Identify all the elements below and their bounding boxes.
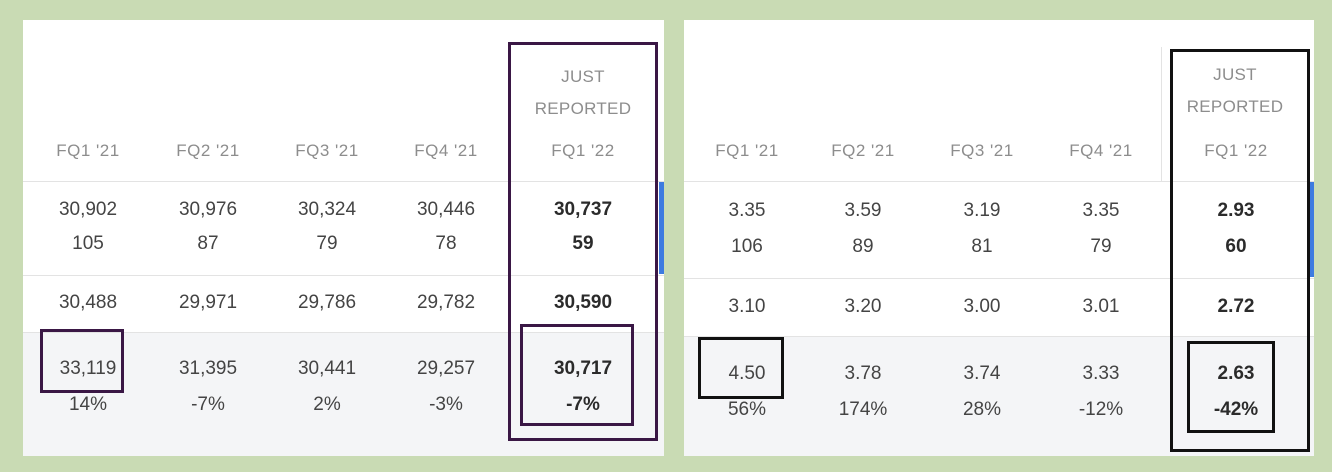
col-header-fq3-21: FQ3 '21 (295, 141, 359, 160)
eps-table-panel: JUST REPORTED FQ1 '21 FQ2 '21 FQ3 '21 FQ… (684, 20, 1314, 456)
col-header-fq4-21: FQ4 '21 (414, 141, 478, 160)
col-header-fq2-21: FQ2 '21 (831, 141, 895, 160)
cell-value: 3.33 (1082, 363, 1120, 384)
row-divider (23, 275, 664, 276)
cell-value: 3.59 (844, 200, 882, 221)
row-divider (23, 181, 664, 182)
cell-value: 33,119 (59, 358, 117, 379)
just-label: JUST (561, 67, 605, 86)
cell-percent: 14% (68, 394, 108, 415)
row-divider (684, 278, 1314, 279)
fq1-21-value-highlight (698, 337, 784, 399)
row-accent-bar (1309, 182, 1314, 277)
cell-value-reported: 2.72 (1217, 296, 1255, 317)
cell-percent: 2% (313, 394, 341, 415)
cell-value: 3.35 (728, 200, 766, 221)
cell-value: 30,976 (178, 199, 238, 220)
col-header-fq1-21: FQ1 '21 (715, 141, 779, 160)
just-reported-column-highlight (1170, 49, 1310, 452)
cell-percent-reported: -7% (566, 394, 600, 415)
cell-value: 31,395 (178, 358, 238, 379)
col-header-fq1-21: FQ1 '21 (56, 141, 120, 160)
cell-value-reported: 30,737 (553, 199, 613, 220)
row-accent-bar (659, 182, 664, 274)
cell-count: 79 (1090, 236, 1112, 257)
cell-count: 79 (316, 233, 338, 254)
cell-value-reported: 2.63 (1217, 363, 1255, 384)
cell-percent: -3% (429, 394, 463, 415)
cell-count: 78 (435, 233, 457, 254)
cell-value: 3.78 (844, 363, 882, 384)
cell-value: 29,971 (178, 292, 238, 313)
row-divider (684, 181, 1314, 182)
cell-percent: 174% (838, 399, 888, 420)
fq1-22-value-highlight (1187, 341, 1275, 433)
cell-value: 3.20 (844, 296, 882, 317)
row-divider (23, 332, 664, 333)
revenue-table-panel: JUST REPORTED FQ1 '21 FQ2 '21 FQ3 '21 FQ… (23, 20, 664, 456)
row-shade (684, 336, 1314, 456)
cell-value: 29,786 (297, 292, 357, 313)
cell-count: 106 (731, 236, 763, 257)
cell-percent: 56% (727, 399, 767, 420)
cell-value: 30,488 (58, 292, 118, 313)
cell-value: 4.50 (728, 363, 766, 384)
reported-label: REPORTED (534, 99, 632, 118)
cell-value: 30,446 (416, 199, 476, 220)
cell-value: 3.35 (1082, 200, 1120, 221)
just-reported-column-highlight (508, 42, 658, 441)
cell-count-reported: 59 (572, 233, 594, 254)
cell-percent-reported: -42% (1213, 399, 1259, 420)
cell-value: 3.74 (963, 363, 1001, 384)
just-label: JUST (1213, 65, 1257, 84)
cell-count: 87 (197, 233, 219, 254)
cell-value-reported: 30,717 (553, 358, 613, 379)
column-divider (1161, 47, 1162, 181)
fq1-22-value-highlight (520, 324, 634, 426)
cell-value: 30,902 (58, 199, 118, 220)
col-header-fq4-21: FQ4 '21 (1069, 141, 1133, 160)
col-header-fq3-21: FQ3 '21 (950, 141, 1014, 160)
reported-label: REPORTED (1186, 97, 1284, 116)
cell-value-reported: 30,590 (553, 292, 613, 313)
cell-count: 81 (971, 236, 993, 257)
cell-count: 105 (72, 233, 104, 254)
col-header-fq2-21: FQ2 '21 (176, 141, 240, 160)
cell-value: 3.01 (1082, 296, 1120, 317)
cell-percent: -12% (1078, 399, 1124, 420)
cell-count: 89 (852, 236, 874, 257)
cell-value: 3.19 (963, 200, 1001, 221)
cell-value: 29,257 (416, 358, 476, 379)
cell-percent: 28% (962, 399, 1002, 420)
cell-count-reported: 60 (1225, 236, 1247, 257)
cell-value: 30,324 (297, 199, 357, 220)
cell-value: 3.10 (728, 296, 766, 317)
fq1-21-value-highlight (40, 329, 124, 393)
cell-value: 29,782 (416, 292, 476, 313)
row-shade (23, 332, 664, 456)
col-header-fq1-22: FQ1 '22 (1204, 141, 1268, 160)
col-header-fq1-22: FQ1 '22 (551, 141, 615, 160)
cell-percent: -7% (191, 394, 225, 415)
cell-value: 3.00 (963, 296, 1001, 317)
cell-value: 30,441 (297, 358, 357, 379)
cell-value-reported: 2.93 (1217, 200, 1255, 221)
row-divider (684, 336, 1314, 337)
